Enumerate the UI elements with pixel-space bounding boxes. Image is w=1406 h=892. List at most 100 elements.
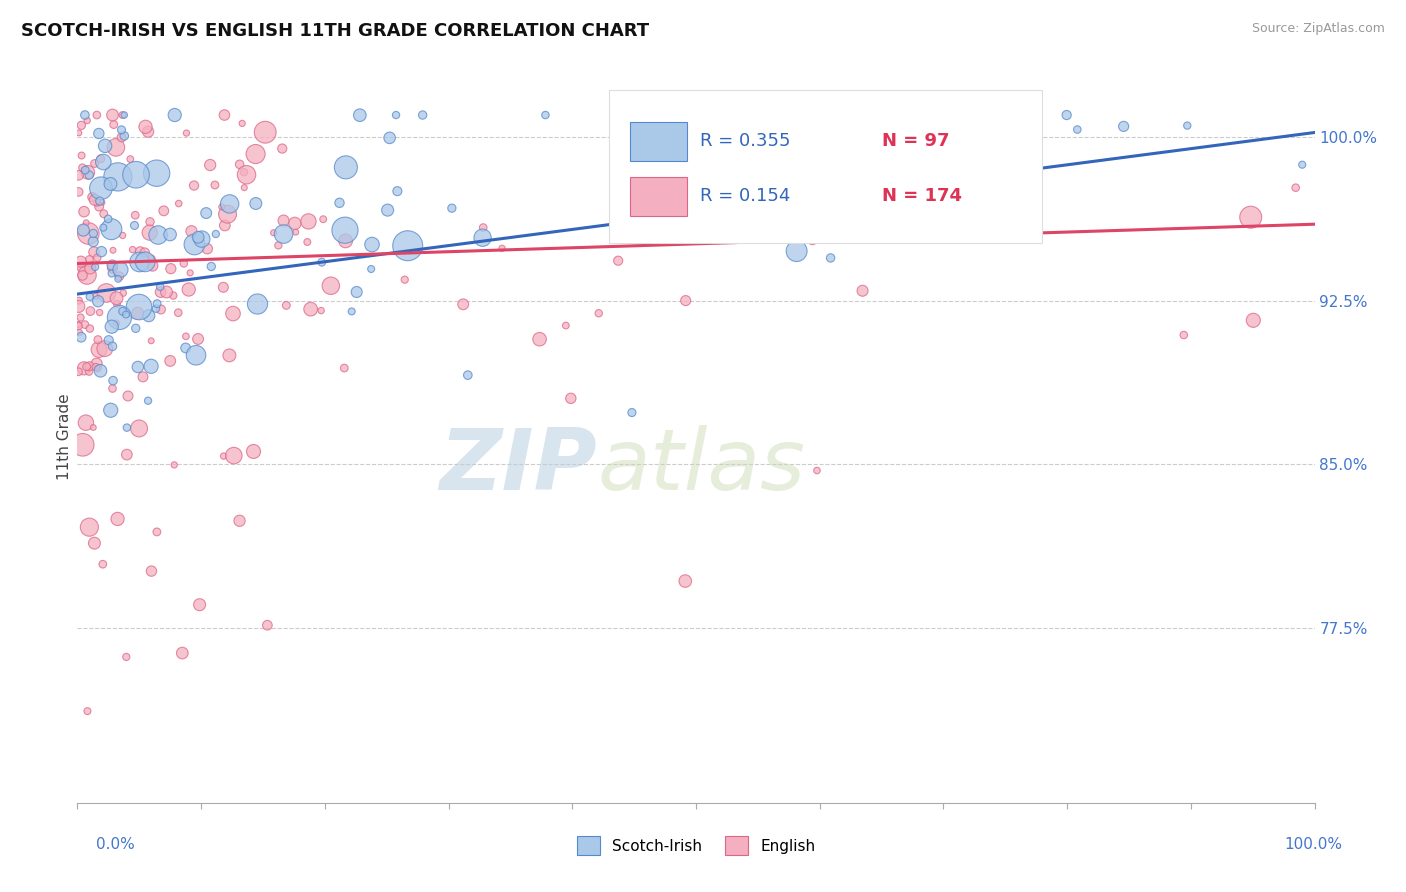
Point	[179, 266, 201, 280]
Point	[134, 255, 156, 269]
Point	[163, 458, 186, 472]
Point	[311, 255, 333, 269]
Point	[73, 361, 96, 376]
Point	[529, 332, 551, 346]
Point	[242, 444, 264, 458]
Point	[180, 224, 202, 238]
Point	[91, 558, 114, 572]
Point	[254, 125, 277, 139]
Point	[299, 302, 322, 317]
Point	[70, 330, 93, 344]
Point	[145, 301, 167, 316]
Point	[86, 357, 108, 371]
Point	[125, 168, 148, 182]
Point	[89, 194, 111, 208]
Point	[86, 108, 108, 122]
Point	[141, 252, 163, 266]
Point	[149, 302, 172, 317]
Point	[67, 319, 90, 334]
Point	[76, 113, 98, 128]
Point	[77, 168, 100, 182]
Point	[101, 374, 124, 388]
Point	[104, 140, 127, 154]
Point	[222, 449, 245, 463]
Point	[139, 359, 162, 374]
Point	[87, 127, 110, 141]
Y-axis label: 11th Grade: 11th Grade	[56, 393, 72, 481]
Point	[89, 200, 111, 214]
Point	[86, 196, 108, 211]
Point	[228, 157, 250, 171]
Point	[125, 321, 148, 335]
Point	[172, 646, 194, 660]
Point	[976, 108, 998, 122]
Point	[89, 305, 111, 319]
Point	[105, 291, 128, 305]
Point	[271, 142, 294, 156]
Point	[235, 168, 257, 182]
Point	[1285, 180, 1308, 194]
Point	[737, 227, 759, 241]
Point	[155, 285, 177, 299]
Point	[163, 108, 186, 122]
Text: 100.0%: 100.0%	[1285, 837, 1343, 852]
Point	[218, 348, 240, 362]
Point	[256, 618, 278, 632]
Point	[128, 255, 150, 269]
Point	[83, 536, 105, 550]
Point	[72, 438, 94, 452]
Point	[107, 272, 129, 286]
Point	[273, 213, 295, 227]
Point	[79, 359, 101, 374]
Point	[82, 235, 104, 249]
Point	[134, 120, 156, 134]
Point	[328, 195, 350, 210]
Point	[620, 405, 643, 419]
Point	[139, 215, 162, 229]
Point	[101, 258, 124, 272]
Point	[76, 165, 98, 179]
Point	[183, 178, 205, 193]
Point	[560, 392, 582, 406]
Point	[101, 244, 124, 258]
Point	[801, 232, 824, 246]
Point	[319, 278, 342, 293]
FancyBboxPatch shape	[630, 122, 688, 161]
Point	[73, 318, 96, 332]
Point	[120, 152, 142, 166]
Point	[94, 342, 117, 356]
Point	[1241, 313, 1264, 327]
Point	[87, 333, 110, 347]
Text: SCOTCH-IRISH VS ENGLISH 11TH GRADE CORRELATION CHART: SCOTCH-IRISH VS ENGLISH 11TH GRADE CORRE…	[21, 22, 650, 40]
Point	[200, 260, 222, 274]
Point	[107, 169, 129, 184]
Point	[440, 201, 463, 215]
Point	[112, 108, 135, 122]
Point	[83, 245, 105, 260]
Point	[204, 178, 226, 192]
Point	[162, 288, 184, 302]
Point	[127, 306, 149, 320]
Point	[160, 261, 183, 276]
Point	[100, 177, 122, 191]
Point	[101, 382, 124, 396]
Point	[70, 148, 93, 162]
Point	[820, 251, 842, 265]
Point	[231, 116, 253, 130]
Point	[76, 704, 98, 718]
Point	[276, 298, 298, 312]
Point	[176, 126, 198, 140]
Point	[83, 156, 105, 170]
Point	[233, 180, 256, 194]
Point	[138, 226, 160, 240]
Point	[84, 260, 107, 274]
Point	[136, 125, 159, 139]
Point	[127, 359, 149, 374]
Text: atlas: atlas	[598, 425, 806, 508]
Point	[67, 293, 90, 308]
Point	[141, 334, 163, 348]
Point	[73, 204, 96, 219]
Point	[84, 360, 107, 375]
Point	[218, 197, 240, 211]
Point	[361, 237, 384, 252]
